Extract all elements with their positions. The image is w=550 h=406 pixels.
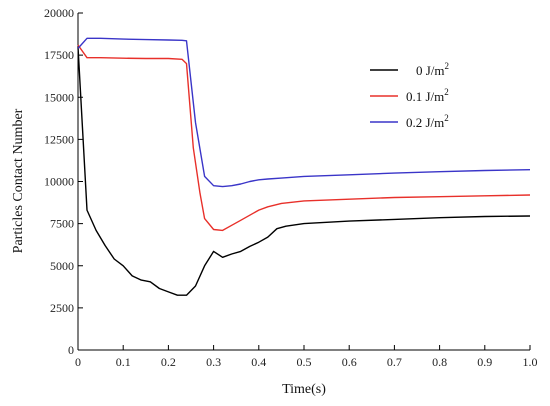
x-tick-label: 0.8 — [432, 355, 447, 369]
y-tick-label: 15000 — [44, 90, 74, 104]
x-tick-label: 0.6 — [342, 355, 357, 369]
y-tick-label: 20000 — [44, 6, 74, 20]
x-tick-label: 0 — [75, 355, 81, 369]
legend: 0 J/m2 0.1 J/m2 0.2 J/m2 — [370, 61, 449, 130]
series-line-2 — [77, 37, 531, 188]
y-tick-label: 5000 — [50, 259, 74, 273]
y-tick-label: 10000 — [44, 175, 74, 189]
x-tick-label: 0.4 — [251, 355, 266, 369]
x-tick-label: 1.0 — [523, 355, 538, 369]
y-tick-label: 0 — [68, 343, 74, 357]
series-line-0 — [77, 46, 531, 296]
y-axis-label: Particles Contact Number — [11, 108, 26, 253]
y-tick-label: 7500 — [50, 217, 74, 231]
x-tick-label: 0.2 — [161, 355, 176, 369]
x-axis-ticks: 0 0.1 0.2 0.3 0.4 0.5 0.6 0.7 0.8 0.9 1.0 — [75, 345, 538, 369]
x-tick-label: 0.3 — [206, 355, 221, 369]
x-tick-label: 0.1 — [116, 355, 131, 369]
y-axis-ticks: 0 2500 5000 7500 10000 12500 15000 17500 20000 — [44, 6, 83, 357]
legend-label: 0 J/m2 — [416, 61, 449, 78]
series-lines — [77, 37, 531, 296]
legend-label: 0.2 J/m2 — [406, 113, 449, 130]
series-line-1 — [77, 44, 531, 232]
plot-area — [77, 13, 530, 351]
x-axis-label: Time(s) — [282, 382, 326, 397]
x-tick-label: 0.9 — [477, 355, 492, 369]
x-tick-label: 0.5 — [297, 355, 312, 369]
x-tick-label: 0.7 — [387, 355, 402, 369]
y-tick-label: 2500 — [50, 301, 74, 315]
y-tick-label: 17500 — [44, 48, 74, 62]
y-tick-label: 12500 — [44, 132, 74, 146]
legend-label: 0.1 J/m2 — [406, 87, 449, 104]
